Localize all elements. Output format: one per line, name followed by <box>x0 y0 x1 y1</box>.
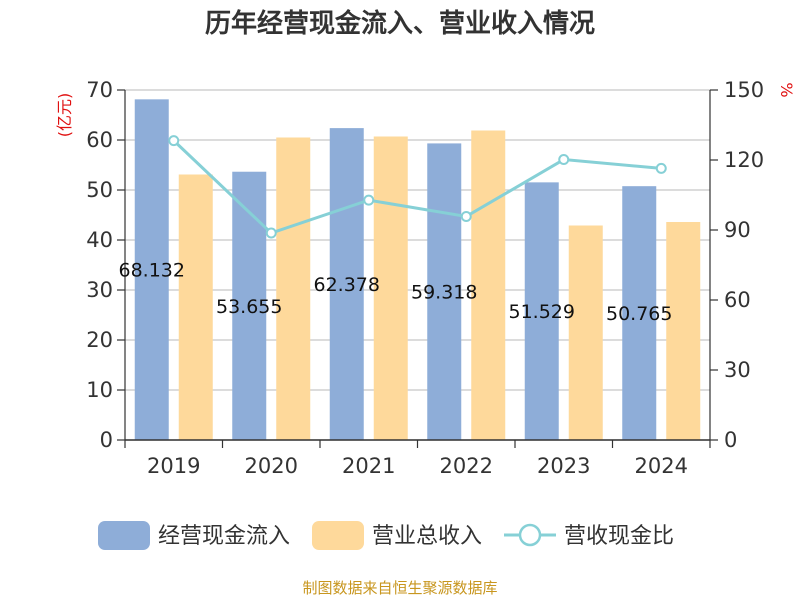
gridlines <box>125 89 710 441</box>
left-tick-label: 20 <box>86 328 113 352</box>
right-axis: 0 30 60 90 120 150 <box>709 78 764 452</box>
ratio-line <box>168 135 667 239</box>
bar <box>427 143 462 440</box>
bars <box>134 99 701 441</box>
legend-marker <box>518 523 542 547</box>
x-tick-label: 2020 <box>245 454 298 478</box>
left-tick-label: 10 <box>86 378 113 402</box>
right-tick-label: 60 <box>724 288 751 312</box>
right-tick-label: 0 <box>724 428 737 452</box>
left-tick-label: 50 <box>86 178 113 202</box>
left-tick-label: 70 <box>86 78 113 102</box>
ratio-line-path <box>172 139 662 235</box>
legend-label: 营业总收入 <box>372 524 482 549</box>
line-point <box>363 194 375 206</box>
left-tick-label: 60 <box>86 128 113 152</box>
data-label: 62.378 <box>314 274 380 296</box>
right-tick-label: 150 <box>724 78 764 102</box>
bar <box>134 99 169 440</box>
bar <box>568 225 603 440</box>
bar <box>471 130 506 440</box>
x-tick-label: 2021 <box>342 454 395 478</box>
source-note: 制图数据来自恒生聚源数据库 <box>302 579 497 597</box>
right-tick-label: 90 <box>724 218 751 242</box>
left-tick-label: 40 <box>86 228 113 252</box>
bar <box>666 222 701 440</box>
left-tick-label: 0 <box>100 428 113 452</box>
legend-label: 营收现金比 <box>564 524 674 549</box>
x-axis: 2019 2020 2021 2022 2023 2024 <box>124 439 711 478</box>
line-point <box>655 162 667 174</box>
x-tick-label: 2019 <box>147 454 200 478</box>
bar <box>178 174 213 440</box>
right-axis-unit: % <box>777 82 796 97</box>
legend-swatch <box>98 521 150 550</box>
line-point <box>265 227 277 239</box>
x-tick-label: 2023 <box>537 454 590 478</box>
bar <box>232 171 267 440</box>
bar <box>622 186 657 440</box>
data-label: 51.529 <box>509 301 575 323</box>
left-axis: 0 10 20 30 40 50 60 70 <box>86 78 126 452</box>
data-label: 50.765 <box>606 303 672 325</box>
bar <box>373 136 408 440</box>
legend: 经营现金流入 营业总收入 营收现金比 <box>98 521 674 550</box>
data-label: 53.655 <box>216 296 282 318</box>
x-tick-label: 2024 <box>635 454 688 478</box>
data-label: 68.132 <box>119 260 185 282</box>
line-point <box>168 135 180 147</box>
legend-label: 经营现金流入 <box>158 524 290 549</box>
right-tick-label: 30 <box>724 358 751 382</box>
bar <box>329 128 364 441</box>
left-axis-unit: (亿元) <box>55 93 74 138</box>
right-tick-label: 120 <box>724 148 764 172</box>
left-tick-label: 30 <box>86 278 113 302</box>
data-label: 59.318 <box>411 282 477 304</box>
chart-title: 历年经营现金流入、营业收入情况 <box>205 8 595 39</box>
line-point <box>558 154 570 166</box>
legend-swatch <box>312 521 364 550</box>
x-tick-label: 2022 <box>440 454 493 478</box>
bar <box>276 137 311 440</box>
bar <box>524 182 559 441</box>
data-labels: 68.132 53.655 62.378 59.318 51.529 50.765 <box>119 260 673 325</box>
line-point <box>460 210 472 222</box>
